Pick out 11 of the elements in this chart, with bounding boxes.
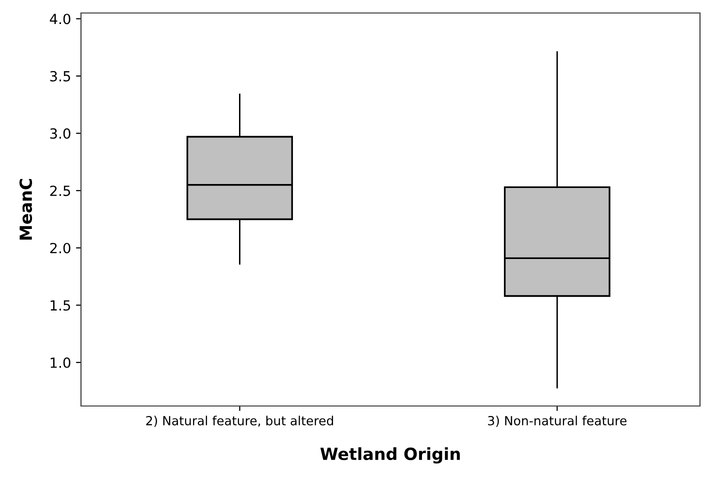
x-tick-label: 2) Natural feature, but altered [146, 416, 334, 427]
y-tick-label: 3.0 [50, 128, 70, 139]
y-tick-label: 1.5 [50, 300, 70, 311]
x-tick-label: 3) Non-natural feature [488, 416, 626, 427]
y-tick-label: 2.0 [50, 242, 70, 254]
x-axis-title: Wetland Origin [320, 447, 460, 464]
y-tick-label: 2.5 [50, 186, 70, 196]
y-axis-title: MeanC [19, 178, 32, 240]
y-tick-label: 3.5 [50, 70, 70, 82]
y-tick-label: 1.0 [50, 357, 70, 368]
y-tick-label: 4.0 [50, 14, 70, 24]
